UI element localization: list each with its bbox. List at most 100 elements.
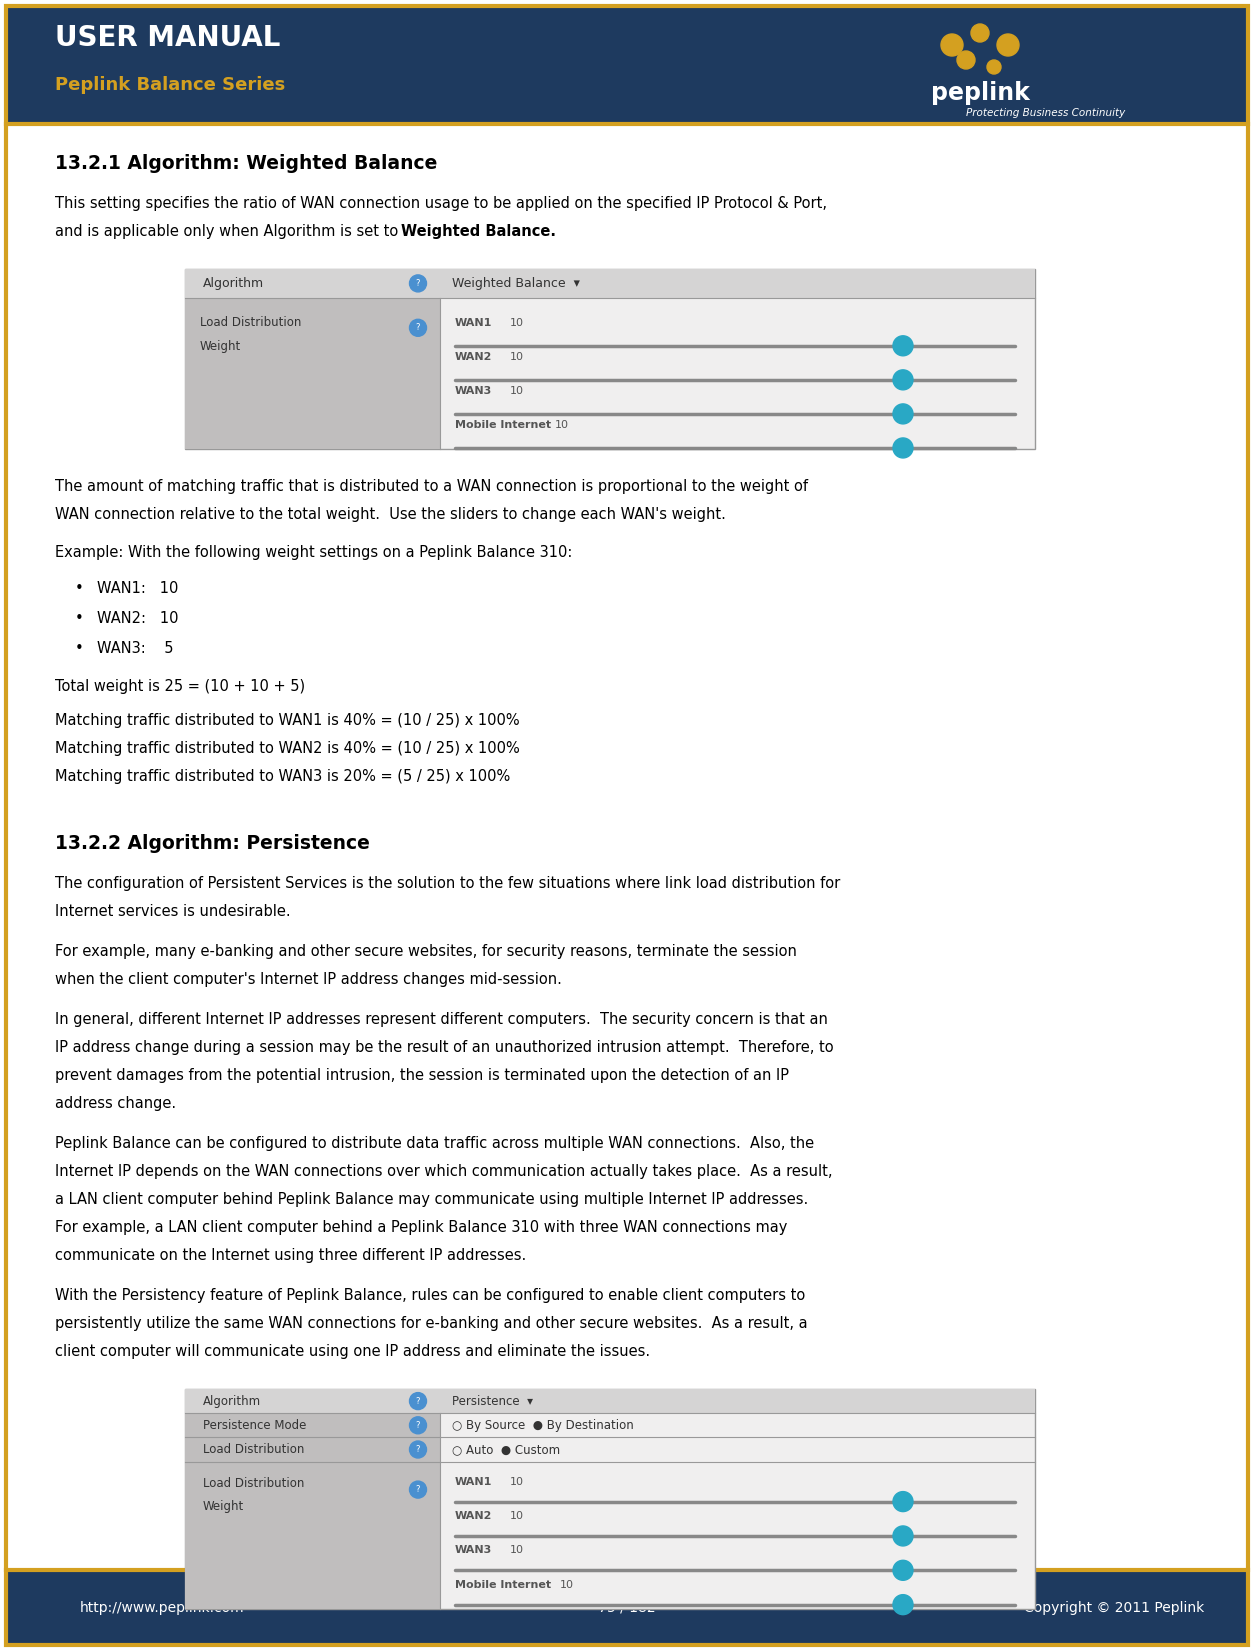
Circle shape <box>410 1417 426 1433</box>
Circle shape <box>893 335 913 357</box>
Text: Peplink Balance can be configured to distribute data traffic across multiple WAN: Peplink Balance can be configured to dis… <box>55 1136 814 1151</box>
Text: WAN connection relative to the total weight.  Use the sliders to change each WAN: WAN connection relative to the total wei… <box>55 507 726 522</box>
Text: a LAN client computer behind Peplink Balance may communicate using multiple Inte: a LAN client computer behind Peplink Bal… <box>55 1192 809 1207</box>
Circle shape <box>893 404 913 424</box>
Bar <box>186 1438 440 1461</box>
Text: Algorithm: Algorithm <box>203 277 265 291</box>
Bar <box>186 269 1035 449</box>
Text: Weight: Weight <box>203 1499 245 1512</box>
Text: 13.2.1 Algorithm: Weighted Balance: 13.2.1 Algorithm: Weighted Balance <box>55 154 438 173</box>
Text: WAN1: WAN1 <box>455 1476 493 1486</box>
Text: 10: 10 <box>510 386 524 396</box>
Text: 10: 10 <box>561 1580 574 1590</box>
Circle shape <box>893 1491 913 1512</box>
Bar <box>186 269 1035 297</box>
Text: This setting specifies the ratio of WAN connection usage to be applied on the sp: This setting specifies the ratio of WAN … <box>55 196 826 211</box>
Circle shape <box>410 319 426 337</box>
Bar <box>186 1413 440 1438</box>
Text: Peplink Balance Series: Peplink Balance Series <box>55 76 285 94</box>
Text: - 75 / 182 -: - 75 / 182 - <box>589 1600 665 1615</box>
Text: ?: ? <box>416 279 420 287</box>
Bar <box>6 1570 1248 1644</box>
Text: For example, a LAN client computer behind a Peplink Balance 310 with three WAN c: For example, a LAN client computer behin… <box>55 1220 788 1235</box>
Text: The amount of matching traffic that is distributed to a WAN connection is propor: The amount of matching traffic that is d… <box>55 479 808 494</box>
Text: The configuration of Persistent Services is the solution to the few situations w: The configuration of Persistent Services… <box>55 877 840 892</box>
Circle shape <box>997 35 1020 56</box>
Text: Matching traffic distributed to WAN2 is 40% = (10 / 25) x 100%: Matching traffic distributed to WAN2 is … <box>55 741 519 756</box>
Text: http://www.peplink.com: http://www.peplink.com <box>80 1600 245 1615</box>
Text: communicate on the Internet using three different IP addresses.: communicate on the Internet using three … <box>55 1248 527 1263</box>
Circle shape <box>410 1481 426 1497</box>
Text: 10: 10 <box>556 419 569 429</box>
Text: Example: With the following weight settings on a Peplink Balance 310:: Example: With the following weight setti… <box>55 545 572 560</box>
Text: prevent damages from the potential intrusion, the session is terminated upon the: prevent damages from the potential intru… <box>55 1068 789 1083</box>
Bar <box>186 297 440 449</box>
Text: ?: ? <box>416 1422 420 1430</box>
Circle shape <box>893 370 913 390</box>
Text: WAN2: WAN2 <box>455 1511 493 1521</box>
Text: •: • <box>75 641 84 655</box>
Circle shape <box>410 1441 426 1458</box>
Text: when the client computer's Internet IP address changes mid-session.: when the client computer's Internet IP a… <box>55 972 562 987</box>
Text: WAN3: WAN3 <box>455 386 493 396</box>
Text: In general, different Internet IP addresses represent different computers.  The : In general, different Internet IP addres… <box>55 1012 828 1027</box>
Circle shape <box>893 1560 913 1580</box>
Text: ?: ? <box>416 1445 420 1455</box>
Text: 10: 10 <box>510 352 524 362</box>
Circle shape <box>410 276 426 292</box>
Text: For example, many e-banking and other secure websites, for security reasons, ter: For example, many e-banking and other se… <box>55 944 796 959</box>
Circle shape <box>957 51 976 69</box>
Circle shape <box>893 1526 913 1545</box>
Text: Persistence  ▾: Persistence ▾ <box>451 1395 533 1408</box>
Text: Persistence Mode: Persistence Mode <box>203 1418 306 1431</box>
Text: Internet services is undesirable.: Internet services is undesirable. <box>55 905 291 920</box>
Text: WAN3: WAN3 <box>455 1545 493 1555</box>
Circle shape <box>940 35 963 56</box>
Text: Copyright © 2011 Peplink: Copyright © 2011 Peplink <box>1023 1600 1204 1615</box>
Text: ○ By Source  ● By Destination: ○ By Source ● By Destination <box>451 1418 633 1431</box>
Text: ?: ? <box>416 1486 420 1494</box>
Text: With the Persistency feature of Peplink Balance, rules can be configured to enab: With the Persistency feature of Peplink … <box>55 1288 805 1303</box>
Text: Internet IP depends on the WAN connections over which communication actually tak: Internet IP depends on the WAN connectio… <box>55 1164 833 1179</box>
Circle shape <box>971 25 989 41</box>
Text: IP address change during a session may be the result of an unauthorized intrusio: IP address change during a session may b… <box>55 1040 834 1055</box>
Text: address change.: address change. <box>55 1096 176 1111</box>
Text: ○ Auto  ● Custom: ○ Auto ● Custom <box>451 1443 561 1456</box>
Text: WAN1: WAN1 <box>455 317 493 329</box>
Text: •: • <box>75 581 84 596</box>
Text: Protecting Business Continuity: Protecting Business Continuity <box>966 107 1125 117</box>
Text: WAN2:   10: WAN2: 10 <box>97 611 178 626</box>
Text: Weight: Weight <box>199 340 241 353</box>
Text: 13.2.2 Algorithm: Persistence: 13.2.2 Algorithm: Persistence <box>55 834 370 854</box>
Text: client computer will communicate using one IP address and eliminate the issues.: client computer will communicate using o… <box>55 1344 650 1359</box>
Circle shape <box>410 1392 426 1410</box>
Text: WAN2: WAN2 <box>455 352 493 362</box>
Text: ?: ? <box>416 324 420 332</box>
Text: Load Distribution: Load Distribution <box>203 1476 305 1489</box>
Text: Matching traffic distributed to WAN3 is 20% = (5 / 25) x 100%: Matching traffic distributed to WAN3 is … <box>55 769 510 784</box>
Text: WAN1:   10: WAN1: 10 <box>97 581 178 596</box>
Text: 10: 10 <box>510 1511 524 1521</box>
Text: and is applicable only when Algorithm is set to: and is applicable only when Algorithm is… <box>55 225 403 239</box>
Bar <box>186 1461 440 1610</box>
Text: Load Distribution: Load Distribution <box>199 315 301 329</box>
Bar <box>186 1388 1035 1610</box>
Text: Mobile Internet: Mobile Internet <box>455 1580 551 1590</box>
Text: peplink: peplink <box>930 81 1030 106</box>
Circle shape <box>987 59 1001 74</box>
Bar <box>6 7 1248 124</box>
Bar <box>186 1388 1035 1413</box>
Text: WAN3:    5: WAN3: 5 <box>97 641 173 655</box>
Text: Weighted Balance.: Weighted Balance. <box>400 225 556 239</box>
Text: Total weight is 25 = (10 + 10 + 5): Total weight is 25 = (10 + 10 + 5) <box>55 679 305 693</box>
Text: 10: 10 <box>510 1545 524 1555</box>
Text: Load Distribution: Load Distribution <box>203 1443 305 1456</box>
Text: 10: 10 <box>510 317 524 329</box>
Text: Algorithm: Algorithm <box>203 1395 261 1408</box>
Text: Mobile Internet: Mobile Internet <box>455 419 551 429</box>
Text: Weighted Balance  ▾: Weighted Balance ▾ <box>451 277 579 291</box>
Text: •: • <box>75 611 84 626</box>
Circle shape <box>893 1595 913 1615</box>
Circle shape <box>893 438 913 457</box>
Text: Matching traffic distributed to WAN1 is 40% = (10 / 25) x 100%: Matching traffic distributed to WAN1 is … <box>55 713 519 728</box>
